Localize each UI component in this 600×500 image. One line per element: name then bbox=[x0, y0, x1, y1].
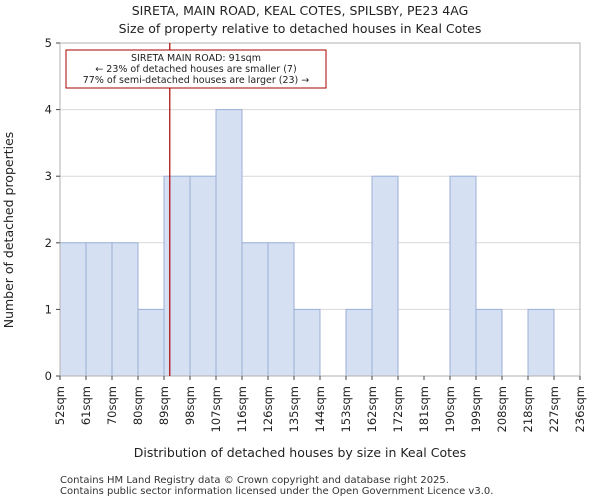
bar bbox=[527, 308, 555, 377]
y-tick-label: 3 bbox=[45, 169, 52, 183]
x-tick-label: 135sqm bbox=[287, 386, 301, 432]
y-axis-ticks: 0 1 2 3 4 5 bbox=[45, 36, 60, 383]
bar bbox=[293, 308, 321, 377]
x-tick-label: 236sqm bbox=[573, 386, 587, 432]
x-tick-label: 181sqm bbox=[417, 386, 431, 432]
x-tick-label: 153sqm bbox=[339, 386, 353, 432]
bar bbox=[371, 175, 399, 377]
x-axis-ticks: 52sqm 61sqm 70sqm 80sqm 89sqm 98sqm 107sqm 116s… bbox=[53, 376, 587, 432]
y-tick-label: 0 bbox=[45, 369, 52, 383]
annotation-box: SIRETA MAIN ROAD: 91sqm ← 23% of detache… bbox=[65, 49, 327, 89]
x-tick-label: 70sqm bbox=[105, 386, 119, 425]
annotation-line-2: ← 23% of detached houses are smaller (7) bbox=[95, 64, 296, 75]
annotation-line-1: SIRETA MAIN ROAD: 91sqm bbox=[131, 53, 261, 64]
x-tick-label: 162sqm bbox=[365, 386, 379, 432]
x-tick-label: 107sqm bbox=[209, 386, 223, 432]
x-tick-label: 80sqm bbox=[131, 386, 145, 425]
bar bbox=[189, 175, 217, 377]
bar bbox=[241, 242, 269, 377]
x-tick-label: 52sqm bbox=[53, 386, 67, 425]
x-tick-label: 116sqm bbox=[235, 386, 249, 432]
x-axis-label: Distribution of detached houses by size … bbox=[134, 445, 466, 460]
y-tick-label: 2 bbox=[45, 236, 52, 250]
annotation-frame bbox=[65, 49, 327, 89]
bar bbox=[59, 242, 87, 377]
x-tick-label: 61sqm bbox=[79, 386, 93, 425]
bar bbox=[137, 308, 165, 377]
x-tick-label: 98sqm bbox=[183, 386, 197, 425]
bar bbox=[475, 308, 503, 377]
y-tick-label: 1 bbox=[45, 302, 52, 316]
bar bbox=[215, 109, 243, 377]
bar bbox=[449, 175, 477, 377]
y-tick-label: 5 bbox=[45, 36, 52, 50]
x-tick-label: 126sqm bbox=[261, 386, 275, 432]
bar bbox=[111, 242, 139, 377]
x-tick-label: 218sqm bbox=[521, 386, 535, 432]
x-tick-label: 227sqm bbox=[547, 386, 561, 432]
bar bbox=[267, 242, 295, 377]
annotation-line-3: 77% of semi-detached houses are larger (… bbox=[83, 75, 310, 86]
x-tick-label: 144sqm bbox=[313, 386, 327, 432]
bar bbox=[163, 175, 191, 377]
bars bbox=[59, 109, 555, 377]
footer-line-2: Contains public sector information licen… bbox=[60, 486, 493, 497]
bar bbox=[85, 242, 113, 377]
x-tick-label: 199sqm bbox=[469, 386, 483, 432]
x-tick-label: 190sqm bbox=[443, 386, 457, 432]
footer-line-1: Contains HM Land Registry data © Crown c… bbox=[60, 475, 449, 486]
y-tick-label: 4 bbox=[45, 103, 52, 117]
x-tick-label: 208sqm bbox=[495, 386, 509, 432]
chart-title: SIRETA, MAIN ROAD, KEAL COTES, SPILSBY, … bbox=[132, 3, 469, 18]
chart-subtitle: Size of property relative to detached ho… bbox=[119, 21, 482, 36]
x-tick-label: 172sqm bbox=[391, 386, 405, 432]
y-axis-label: Number of detached properties bbox=[1, 132, 16, 329]
x-tick-label: 89sqm bbox=[157, 386, 171, 425]
bar bbox=[345, 308, 373, 377]
